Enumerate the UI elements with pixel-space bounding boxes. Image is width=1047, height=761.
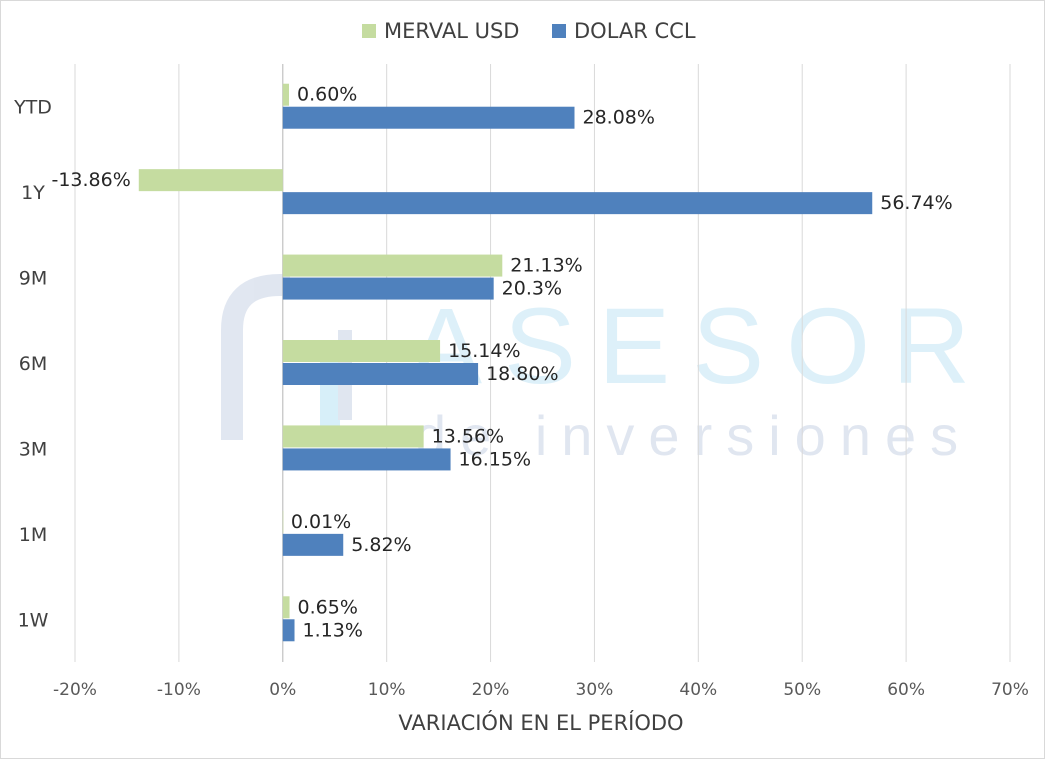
bar-dolar [282, 533, 344, 556]
data-labels: 0.60% 28.08% -13.86% 56.74% 21.13%20.3% 15.14… [51, 84, 952, 642]
data-label: 21.13% [510, 255, 582, 277]
legend-item-merval: MERVAL USD [362, 16, 519, 46]
x-tick-label: 20% [472, 680, 510, 700]
bar-dolar [282, 106, 575, 129]
category-label: 6M [19, 353, 47, 375]
category-label: 1Y [21, 182, 45, 204]
x-tick-label: -10% [157, 680, 201, 700]
data-label: 0.65% [298, 596, 358, 618]
x-tick-label: 0% [269, 680, 296, 700]
legend-item-dolar: DOLAR CCL [552, 16, 696, 46]
category-label: 3M [19, 438, 47, 460]
bar-merval [282, 340, 441, 362]
watermark-title: ASESOR [410, 285, 992, 406]
x-tick-label: 60% [887, 680, 925, 700]
category-label: 1W [18, 609, 49, 631]
legend-label-merval: MERVAL USD [384, 19, 520, 43]
watermark-subtitle: de inversiones [415, 404, 972, 467]
legend: MERVAL USD DOLAR CCL [0, 16, 1047, 46]
x-axis-title: VARIACIÓN EN EL PERÍODO [398, 710, 683, 735]
x-tick-label: -20% [53, 680, 97, 700]
data-label: 1.13% [303, 619, 363, 641]
data-label: -13.86% [51, 169, 130, 191]
bar-dolar [282, 619, 295, 642]
bar-dolar [282, 448, 451, 471]
data-label: 56.74% [880, 192, 952, 214]
bar-merval [282, 425, 424, 448]
bars [138, 83, 873, 642]
bar-merval [282, 254, 503, 277]
x-tick-label: 40% [679, 680, 717, 700]
data-label: 28.08% [582, 107, 654, 129]
x-tick-label: 70% [991, 680, 1029, 700]
bar-dolar [282, 363, 479, 385]
data-label: 20.3% [502, 278, 562, 300]
category-label: YTD [13, 97, 52, 119]
bar-dolar [282, 192, 873, 215]
x-tick-label: 50% [783, 680, 821, 700]
legend-label-dolar: DOLAR CCL [574, 19, 696, 43]
category-label: 9M [19, 268, 47, 290]
data-label: 5.82% [351, 534, 411, 556]
legend-swatch-merval [362, 24, 376, 38]
bar-merval [282, 510, 284, 533]
bar-merval [282, 83, 290, 106]
data-label: 16.15% [459, 448, 531, 470]
x-tick-label: 30% [576, 680, 614, 700]
legend-swatch-dolar [552, 24, 566, 38]
x-tick-label: 10% [368, 680, 406, 700]
bar-merval [282, 596, 290, 619]
category-labels: YTD 1Y 9M 6M 3M 1M 1W [13, 97, 52, 632]
data-label: 15.14% [448, 340, 520, 362]
x-tick-labels: -20% -10% 0% 10% 20% 30% 40% 50% 60% 70% [53, 680, 1029, 700]
data-label: 13.56% [432, 425, 504, 447]
bar-merval [138, 169, 283, 192]
data-label: 0.01% [291, 511, 351, 533]
data-label: 18.80% [486, 363, 558, 385]
bar-dolar [282, 277, 494, 300]
category-label: 1M [19, 524, 47, 546]
data-label: 0.60% [297, 84, 357, 106]
